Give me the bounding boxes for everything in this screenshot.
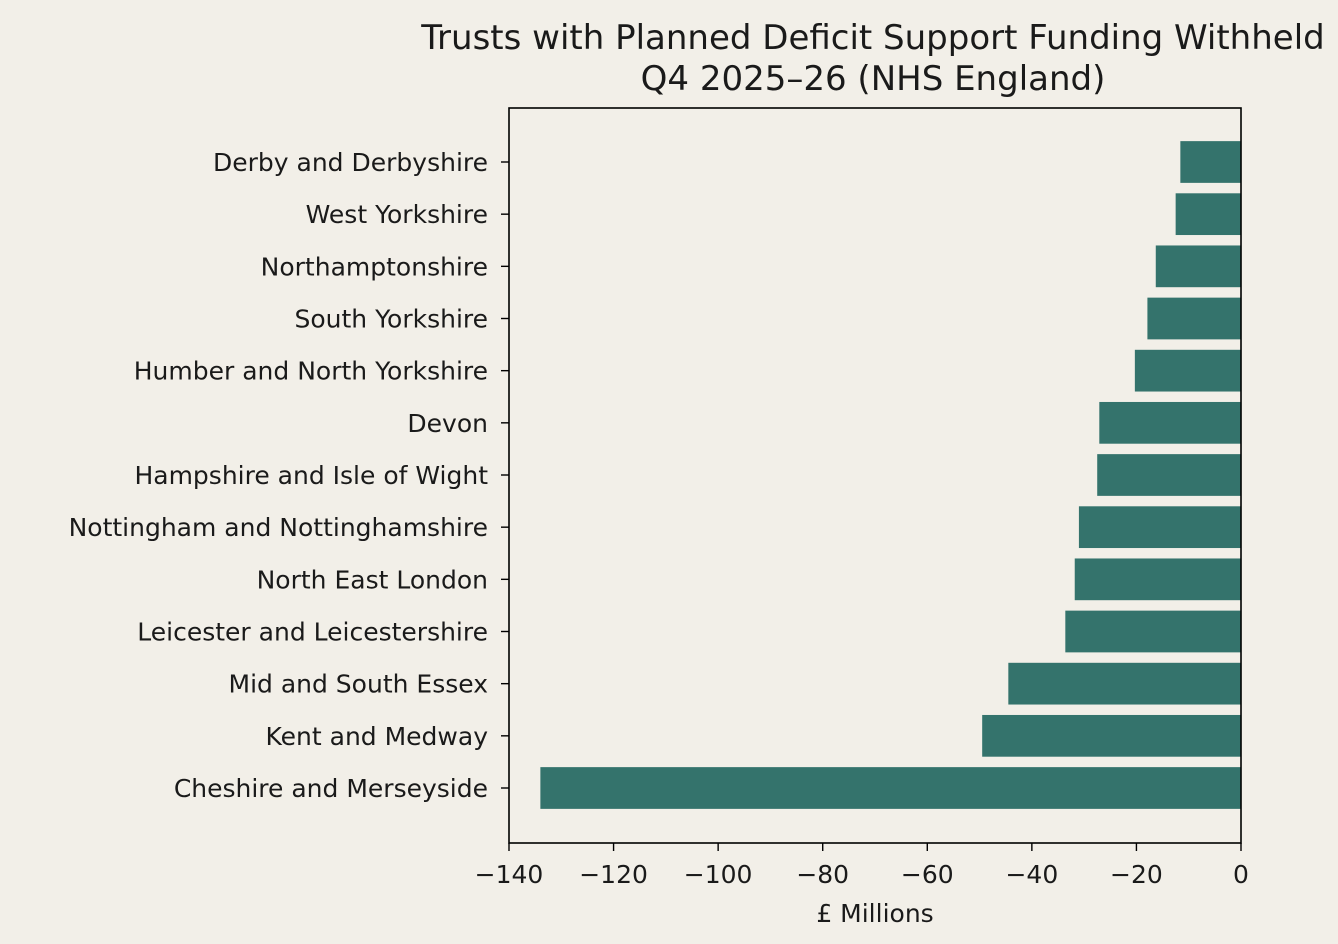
chart-title: Trusts with Planned Deficit Support Fund… <box>420 18 1324 58</box>
bar <box>1099 401 1241 444</box>
category-label: Humber and North Yorkshire <box>134 357 488 386</box>
category-label: West Yorkshire <box>306 200 488 229</box>
bar <box>1147 297 1241 340</box>
category-label: Hampshire and Isle of Wight <box>134 461 488 490</box>
bar <box>1078 506 1241 549</box>
x-tick-label: −20 <box>1110 860 1163 889</box>
plot-frame <box>508 107 1242 844</box>
chart-subtitle: Q4 2025–26 (NHS England) <box>641 59 1106 99</box>
category-label: North East London <box>257 565 488 594</box>
category-label: Leicester and Leicestershire <box>137 618 488 647</box>
category-label: Mid and South Essex <box>229 670 489 699</box>
x-tick-label: 0 <box>1233 860 1249 889</box>
bar <box>1180 141 1241 183</box>
category-label: Cheshire and Merseyside <box>174 774 488 803</box>
x-tick-label: −60 <box>901 860 954 889</box>
bar <box>1134 349 1241 392</box>
x-tick-label: −140 <box>475 860 544 889</box>
category-label: Kent and Medway <box>266 722 489 751</box>
bar <box>1008 662 1241 705</box>
x-axis-label: £ Millions <box>816 899 933 928</box>
bars-group <box>540 141 1241 809</box>
bar <box>982 714 1241 757</box>
category-label: Nottingham and Nottinghamshire <box>69 513 488 542</box>
x-tick-label: −120 <box>579 860 648 889</box>
bar <box>1175 193 1241 236</box>
bar <box>1097 454 1241 496</box>
category-label: Devon <box>407 409 488 438</box>
x-ticks-group: −140 −120 −100 −80 −60 −40 −20 0 <box>475 843 1249 889</box>
bar <box>1074 558 1241 601</box>
category-label: Northamptonshire <box>261 252 488 281</box>
category-labels-group: Derby and Derbyshire West Yorkshire Northa… <box>69 148 509 803</box>
category-label: South Yorkshire <box>294 305 488 334</box>
category-label: Derby and Derbyshire <box>213 148 488 177</box>
x-tick-label: −40 <box>1005 860 1058 889</box>
x-tick-label: −80 <box>796 860 849 889</box>
x-tick-label: −100 <box>684 860 753 889</box>
bar <box>540 767 1241 809</box>
bar <box>1065 610 1241 653</box>
bar <box>1155 245 1241 288</box>
